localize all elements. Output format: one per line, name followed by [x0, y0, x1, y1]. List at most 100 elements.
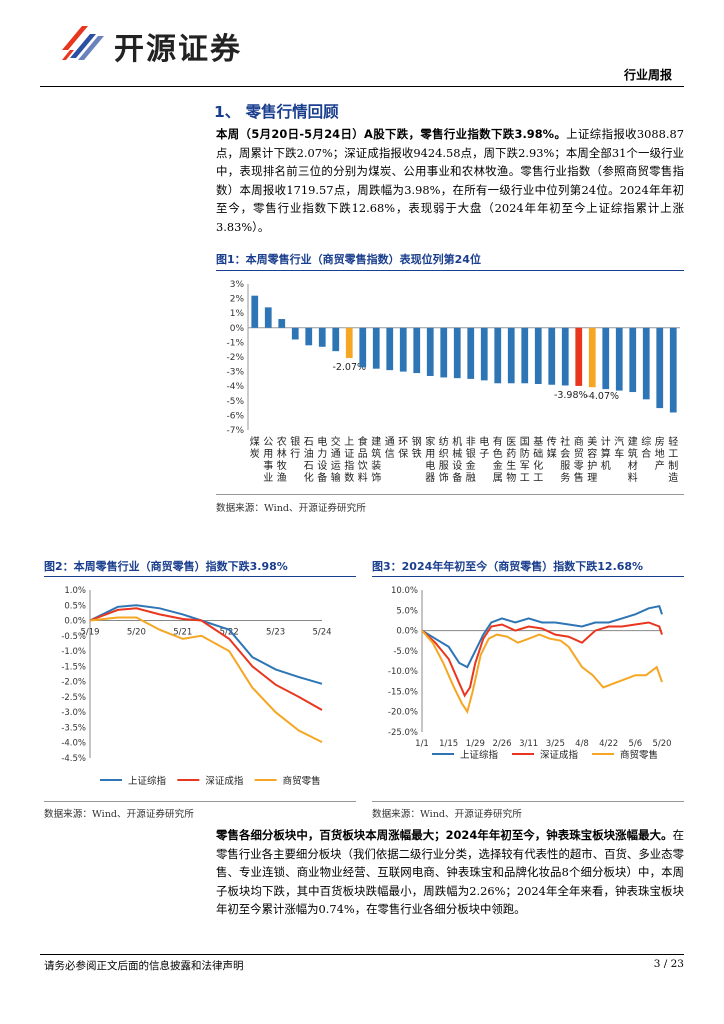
figure2-bottom-rule [44, 801, 356, 802]
category-label: 地 [655, 447, 665, 460]
category-label: 房 [655, 435, 665, 448]
figure3-title-rule [372, 576, 684, 577]
y-tick-label: 2% [230, 295, 245, 305]
category-label: 铁 [412, 447, 422, 460]
category-label: 媒 [547, 448, 557, 460]
figure3-bottom-rule [372, 801, 684, 802]
category-label: 电 [317, 435, 327, 448]
category-label: 用 [425, 449, 435, 460]
report-type: 行业周报 [623, 68, 672, 82]
figure1-source: 数据来源：Wind、开源证券研究所 [216, 503, 366, 514]
category-label: 化 [533, 459, 543, 472]
x-tick-label: 1/29 [466, 739, 485, 749]
category-label: 有 [493, 435, 503, 448]
series-line [89, 616, 323, 743]
category-label: 贸 [574, 448, 584, 460]
y-tick-label: -4% [226, 382, 244, 392]
y-tick-label: 0.0% [64, 617, 86, 627]
x-tick-label: 4/8 [575, 739, 589, 749]
category-label: 防 [520, 447, 530, 460]
category-label: 品 [358, 448, 368, 460]
y-tick-label: -2% [226, 353, 244, 363]
category-label: 零 [574, 460, 584, 472]
y-tick-label: -7% [226, 426, 244, 436]
category-label: 械 [452, 447, 462, 460]
category-label: 算 [601, 447, 611, 460]
category-label: 备 [452, 471, 462, 484]
y-tick-label: -15.0% [388, 687, 418, 697]
x-tick-label: 5/23 [266, 628, 285, 638]
data-label: -2.07% [332, 362, 366, 373]
bar [480, 327, 488, 381]
bar [669, 327, 677, 413]
figure2-title-rule [44, 576, 356, 577]
category-label: 上 [344, 436, 354, 448]
category-label: 务 [560, 471, 570, 484]
category-label: 指 [344, 459, 354, 472]
category-label: 建 [628, 435, 638, 448]
y-tick-label: -2.0% [61, 678, 86, 688]
bar [629, 327, 637, 393]
page-number: 3 / 23 [653, 958, 684, 970]
category-label: 煤 [250, 435, 260, 448]
bar [345, 327, 353, 359]
category-label: 服 [560, 460, 570, 472]
bar [615, 327, 623, 391]
category-label: 美 [587, 435, 597, 448]
bar [642, 327, 650, 400]
data-label: -3.98% [554, 390, 588, 401]
y-tick-label: -3.5% [61, 723, 86, 733]
bar [359, 327, 367, 368]
y-tick-label: -0.5% [61, 632, 86, 642]
footer-disclaimer: 请务必参阅正文后面的信息披露和法律声明 [44, 960, 244, 972]
category-label: 机 [601, 459, 611, 472]
x-tick-label: 5/20 [652, 739, 671, 749]
x-tick-label: 5/21 [173, 628, 192, 638]
category-label: 输 [331, 471, 341, 484]
legend-label: 商贸零售 [620, 749, 658, 761]
category-label: 料 [358, 471, 368, 484]
category-label: 筑 [371, 447, 381, 460]
category-label: 色 [493, 447, 503, 460]
category-label: 证 [344, 448, 354, 460]
y-tick-label: -5% [226, 397, 244, 407]
category-label: 业 [263, 472, 273, 484]
footer-rule [40, 954, 684, 955]
category-label: 织 [439, 448, 449, 460]
x-tick-label: 2/26 [492, 739, 511, 749]
logo: 开源证券 [60, 20, 280, 67]
y-tick-label: -4.5% [61, 754, 86, 764]
y-tick-label: 10.0% [391, 586, 418, 596]
y-tick-label: 0.5% [64, 601, 86, 611]
bar [278, 319, 286, 328]
category-label: 工 [668, 449, 678, 460]
category-label: 信 [385, 448, 395, 460]
category-label: 纺 [439, 435, 449, 448]
category-label: 子 [479, 448, 489, 460]
category-label: 环 [398, 437, 408, 448]
bar [575, 327, 583, 386]
bar [399, 327, 407, 372]
category-label: 轻 [668, 435, 678, 448]
bar [413, 327, 421, 374]
y-tick-label: 1.0% [64, 586, 86, 596]
category-label: 础 [533, 448, 543, 460]
category-label: 车 [614, 447, 624, 460]
category-label: 电 [425, 459, 435, 472]
category-label: 会 [560, 447, 570, 460]
category-label: 家 [425, 435, 435, 448]
figure2-title: 图2：本周零售行业（商贸零售）指数下跌3.98% [44, 560, 288, 573]
y-tick-label: -2.5% [61, 693, 86, 703]
category-label: 银 [466, 447, 476, 460]
x-tick-label: 1/15 [439, 739, 458, 749]
series-line [89, 607, 323, 711]
paragraph-subsector: 零售各细分板块中，百货板块本周涨幅最大；2024年年初至今，钟表珠宝板块涨幅最大… [216, 826, 684, 919]
logo-mark-icon [62, 26, 104, 60]
y-tick-label: -10.0% [388, 667, 418, 677]
category-label: 物 [506, 471, 516, 484]
bar [386, 327, 394, 371]
y-tick-label: -4.0% [61, 739, 86, 749]
bar [588, 327, 596, 388]
category-label: 生 [506, 459, 516, 472]
category-label: 服 [439, 460, 449, 472]
